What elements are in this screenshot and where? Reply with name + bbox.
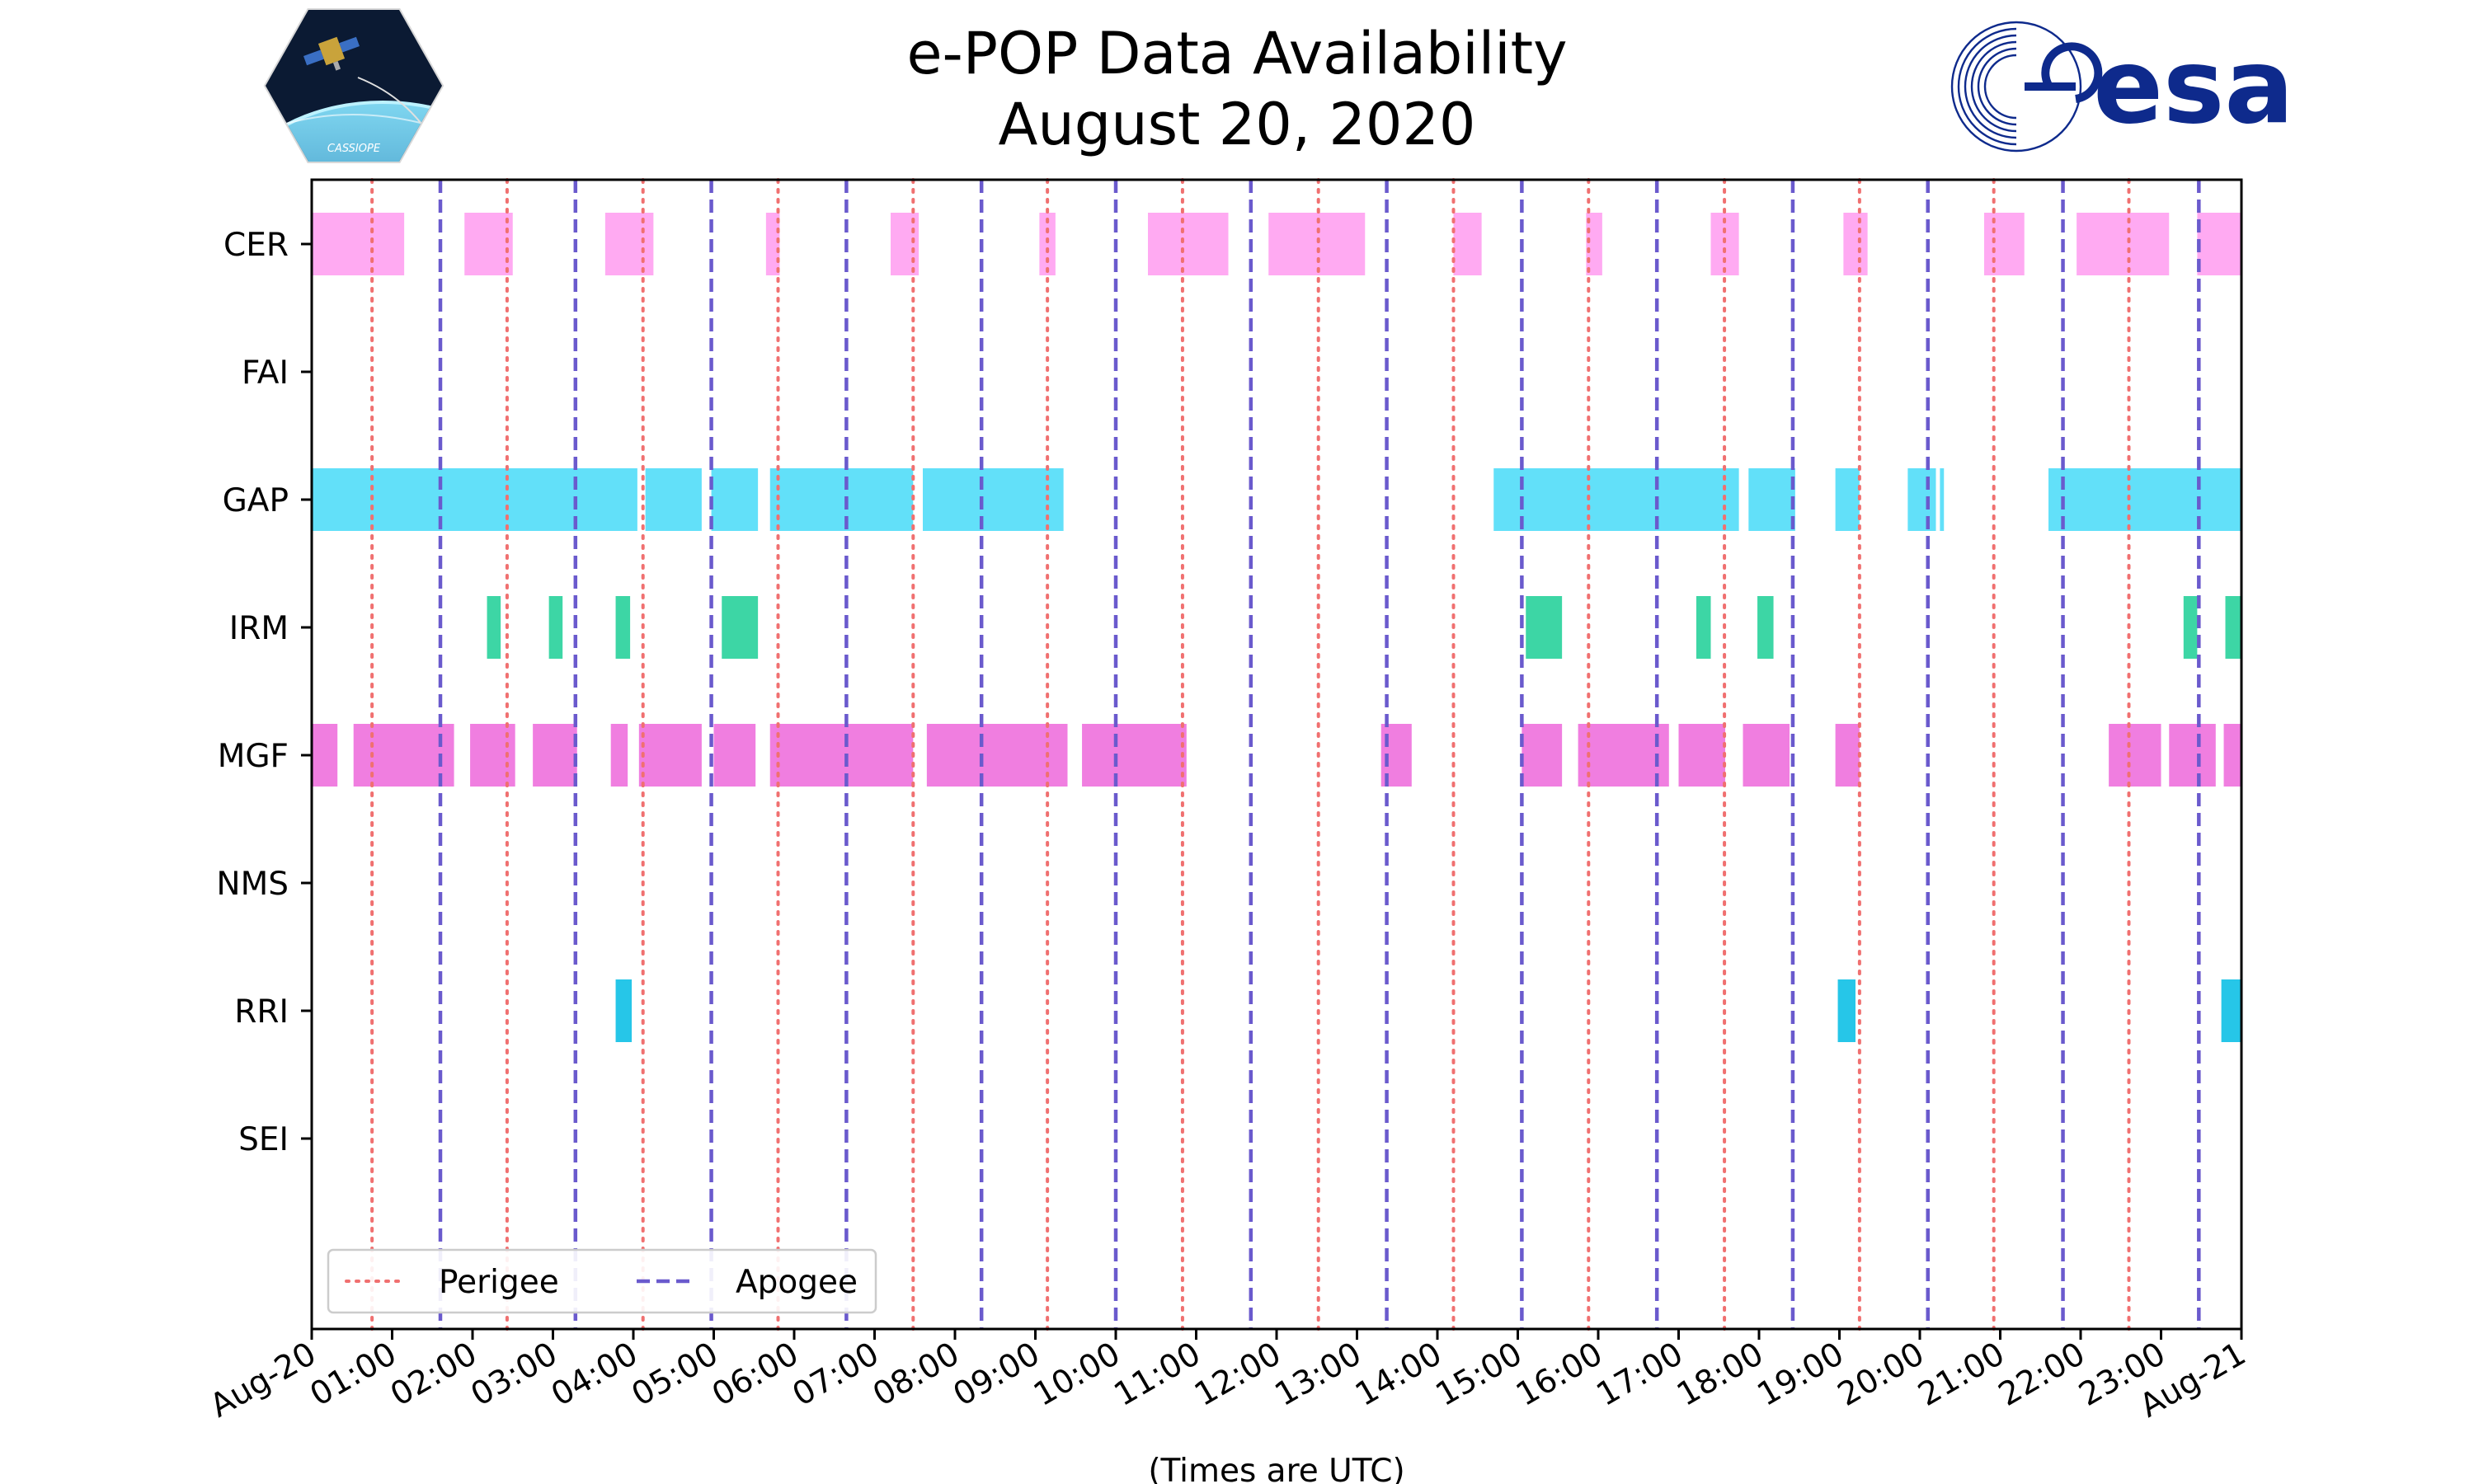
x-tick-label: 05:00 xyxy=(626,1336,725,1414)
bar-irm xyxy=(1526,596,1563,659)
x-tick-label: 02:00 xyxy=(384,1336,483,1414)
bar-irm xyxy=(1757,596,1774,659)
bar-mgf xyxy=(533,724,577,787)
esa-logo-text: esa xyxy=(2093,27,2294,147)
bar-cer xyxy=(891,213,920,275)
legend-perigee-label: Perigee xyxy=(439,1264,559,1301)
bar-cer xyxy=(2077,213,2170,275)
x-tick-label: 17:00 xyxy=(1591,1336,1690,1414)
y-tick-label: FAI xyxy=(242,355,289,392)
bar-cer xyxy=(312,213,405,275)
x-tick-label: 01:00 xyxy=(304,1336,403,1414)
bar-cer xyxy=(604,213,654,275)
bar-mgf xyxy=(1835,724,1860,787)
bar-cer xyxy=(1268,213,1366,275)
x-tick-label: 04:00 xyxy=(545,1336,644,1414)
bar-cer xyxy=(765,213,780,275)
x-tick-label: 09:00 xyxy=(948,1336,1047,1414)
bar-mgf xyxy=(1678,724,1726,787)
x-tick-label: 16:00 xyxy=(1510,1336,1609,1414)
bar-mgf xyxy=(1082,724,1187,787)
y-tick-label: RRI xyxy=(234,993,289,1031)
bar-irm xyxy=(487,596,501,659)
cassiope-logo-text: CASSIOPE xyxy=(327,143,381,155)
x-tick-label: 13:00 xyxy=(1269,1336,1368,1414)
y-tick-label: MGF xyxy=(218,738,289,775)
bar-mgf xyxy=(2169,724,2216,787)
x-tick-label: 19:00 xyxy=(1752,1336,1851,1414)
y-tick-label: GAP xyxy=(223,482,289,519)
x-tick-label: 18:00 xyxy=(1671,1336,1770,1414)
bar-rri xyxy=(615,979,633,1042)
x-tick-label: 22:00 xyxy=(1992,1336,2091,1414)
x-tick-label: 06:00 xyxy=(706,1336,805,1414)
bar-cer xyxy=(1984,213,2025,275)
bar-irm xyxy=(722,596,759,659)
y-tick-label: CER xyxy=(223,227,289,264)
bar-cer xyxy=(2197,213,2241,275)
bar-cer xyxy=(1453,213,1482,275)
bar-mgf xyxy=(312,724,338,787)
bar-mgf xyxy=(713,724,756,787)
bar-mgf xyxy=(610,724,628,787)
x-axis-label: (Times are UTC) xyxy=(1148,1453,1404,1484)
y-tick-label: SEI xyxy=(238,1121,289,1158)
x-tick-label: 07:00 xyxy=(787,1336,886,1414)
bar-gap xyxy=(1748,468,1795,531)
x-tick-label: 08:00 xyxy=(867,1336,966,1414)
bar-irm xyxy=(548,596,563,659)
bar-gap xyxy=(645,468,702,531)
bar-cer xyxy=(464,213,513,275)
bar-mgf xyxy=(769,724,914,787)
satellite-icon xyxy=(303,36,360,71)
bar-gap xyxy=(923,468,1064,531)
bar-mgf xyxy=(1578,724,1669,787)
bar-cer xyxy=(1039,213,1056,275)
bar-gap xyxy=(312,468,637,531)
bar-irm xyxy=(2183,596,2198,659)
bar-rri xyxy=(2221,979,2241,1042)
bar-irm xyxy=(2225,596,2241,659)
chart-title: e-POP Data Availability xyxy=(906,20,1568,87)
bar-mgf xyxy=(638,724,702,787)
bar-mgf xyxy=(353,724,454,787)
bar-mgf xyxy=(2109,724,2161,787)
bar-rri xyxy=(1837,979,1856,1042)
x-tick-label: Aug-20 xyxy=(204,1336,322,1425)
cassiope-mission-logo: CASSIOPE xyxy=(263,8,444,163)
x-tick-label: 11:00 xyxy=(1108,1336,1207,1414)
bar-gap xyxy=(1907,468,1936,531)
x-tick-label: 10:00 xyxy=(1028,1336,1126,1414)
bar-gap xyxy=(769,468,914,531)
bar-gap xyxy=(2048,468,2241,531)
bar-mgf xyxy=(1743,724,1790,787)
bar-mgf xyxy=(926,724,1068,787)
plot-frame xyxy=(310,178,2243,1331)
bar-mgf xyxy=(2223,724,2241,787)
y-tick-label: NMS xyxy=(216,866,289,903)
x-tick-label: 20:00 xyxy=(1832,1336,1931,1414)
bar-gap xyxy=(1835,468,1860,531)
bar-irm xyxy=(1696,596,1711,659)
y-tick-label: IRM xyxy=(229,610,289,647)
x-tick-label: 12:00 xyxy=(1188,1336,1287,1414)
bar-cer xyxy=(1148,213,1229,275)
esa-logo: esa xyxy=(1950,16,2294,157)
bar-cer xyxy=(1843,213,1868,275)
bar-gap xyxy=(1940,468,1945,531)
bar-mgf xyxy=(1522,724,1563,787)
x-tick-label: 03:00 xyxy=(465,1336,564,1414)
bar-gap xyxy=(711,468,759,531)
x-tick-label: 14:00 xyxy=(1349,1336,1448,1414)
bar-irm xyxy=(615,596,631,659)
bar-gap xyxy=(1493,468,1739,531)
x-tick-label: 15:00 xyxy=(1430,1336,1529,1414)
chart-subtitle-date: August 20, 2020 xyxy=(998,91,1476,158)
legend-box xyxy=(327,1248,877,1314)
legend-apogee-label: Apogee xyxy=(736,1264,858,1301)
x-tick-label: 21:00 xyxy=(1912,1336,2011,1414)
